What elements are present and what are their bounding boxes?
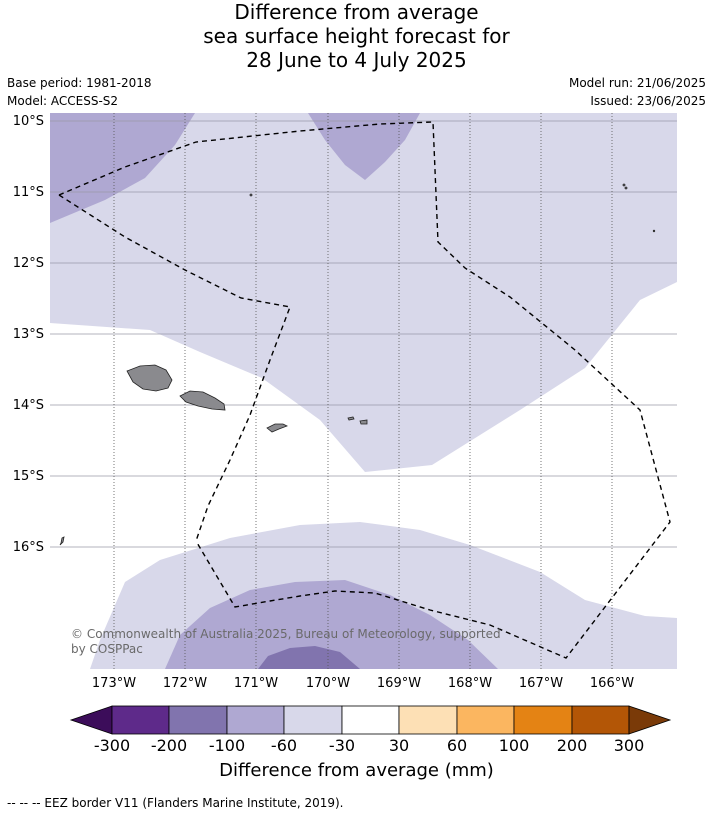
colorbar-title: Difference from average (mm) (219, 760, 494, 781)
anomaly-minus60-south (165, 580, 498, 669)
eez-borders (58, 121, 671, 659)
lon-label-169w: 169°W (377, 676, 421, 691)
upolu-island (179, 390, 226, 411)
lon-label-166w: 166°W (590, 676, 634, 691)
tokelau-island-1 (622, 183, 626, 187)
colorbar-tick-100: 100 (498, 736, 530, 755)
colorbar-tick-minus60: -60 (270, 736, 298, 755)
tokelau-island-3 (652, 229, 656, 233)
chart-title: Difference from average sea surface heig… (0, 0, 713, 72)
colorbar-segment-minus200 (168, 705, 228, 735)
latitude-gridlines (50, 120, 677, 548)
base-period: Base period: 1981-2018 (7, 76, 152, 90)
eez-samoa (58, 194, 291, 542)
anomaly-neutral-band (50, 282, 677, 669)
colorbar-segment-minus30 (341, 705, 400, 735)
colorbar-tick-minus100: -100 (208, 736, 246, 755)
lat-label-15s: 15°S (13, 469, 44, 484)
lat-label-13s: 13°S (13, 327, 44, 342)
colorbar-segment-30 (398, 705, 458, 735)
title-line-3: 28 June to 4 July 2025 (246, 48, 467, 72)
colorbar-tick-minus300: -300 (93, 736, 131, 755)
colorbar-tick-minus30: -30 (328, 736, 356, 755)
lon-label-172w: 172°W (163, 676, 207, 691)
eez-tokelau (58, 121, 671, 659)
anomaly-minus60-nw (50, 113, 195, 223)
anomaly-minus60-north (308, 113, 420, 180)
colorbar-segment-minus60 (283, 705, 343, 735)
colorbar-tick-60: 60 (446, 736, 468, 755)
manua-island-1 (347, 416, 355, 421)
lat-label-10s: 10°S (13, 114, 44, 129)
colorbar-tick-minus200: -200 (150, 736, 188, 755)
meta-right: Model run: 21/06/2025 Issued: 23/06/2025 (569, 74, 706, 110)
lon-label-173w: 173°W (92, 676, 136, 691)
issued-date: Issued: 23/06/2025 (590, 94, 706, 108)
lat-label-12s: 12°S (13, 256, 44, 271)
lon-label-167w: 167°W (519, 676, 563, 691)
tokelau-island-2 (624, 186, 628, 190)
manua-island-2 (359, 419, 368, 425)
colorbar-segment-minus300 (111, 705, 170, 735)
model-run: Model run: 21/06/2025 (568, 76, 706, 90)
model-name: Model: ACCESS-S2 (7, 94, 119, 108)
islands (59, 183, 656, 546)
footnote: -- -- -- EEZ border V11 (Flanders Marine… (7, 796, 344, 810)
lon-label-171w: 171°W (234, 676, 278, 691)
colorbar-tick-200: 200 (556, 736, 588, 755)
lon-label-168w: 168°W (448, 676, 492, 691)
meta-left: Base period: 1981-2018 Model: ACCESS-S2 (7, 74, 152, 110)
colorbar-extend-high (628, 705, 672, 735)
copyright-line-1: © Commonwealth of Australia 2025, Bureau… (71, 627, 501, 641)
colorbar-segment-100 (513, 705, 573, 735)
colorbar-tick-300: 300 (613, 736, 645, 755)
map-plot-area: © Commonwealth of Australia 2025, Bureau… (50, 113, 677, 669)
title-line-1: Difference from average (234, 0, 479, 24)
wallis-island (59, 536, 65, 546)
longitude-labels: 173°W 172°W 171°W 170°W 169°W 168°W 167°… (92, 676, 634, 691)
swains-island (249, 193, 253, 197)
anomaly-minus100-south (258, 646, 360, 669)
colorbar-segment-minus100 (226, 705, 285, 735)
tutuila-island (266, 423, 288, 433)
latitude-labels: 10°S 11°S 12°S 13°S 14°S 15°S 16°S (13, 114, 44, 555)
colorbar-segment-200 (571, 705, 630, 735)
colorbar-segment-60 (456, 705, 515, 735)
lat-label-14s: 14°S (13, 398, 44, 413)
colorbar-tick-30: 30 (388, 736, 410, 755)
copyright-line-2: by COSPPac (71, 642, 143, 656)
lon-label-170w: 170°W (306, 676, 350, 691)
savaii-island (126, 364, 173, 392)
colorbar-extend-low (69, 705, 113, 735)
colorbar (69, 705, 672, 735)
lat-label-11s: 11°S (13, 185, 44, 200)
title-line-2: sea surface height forecast for (203, 24, 510, 48)
lat-label-16s: 16°S (13, 540, 44, 555)
